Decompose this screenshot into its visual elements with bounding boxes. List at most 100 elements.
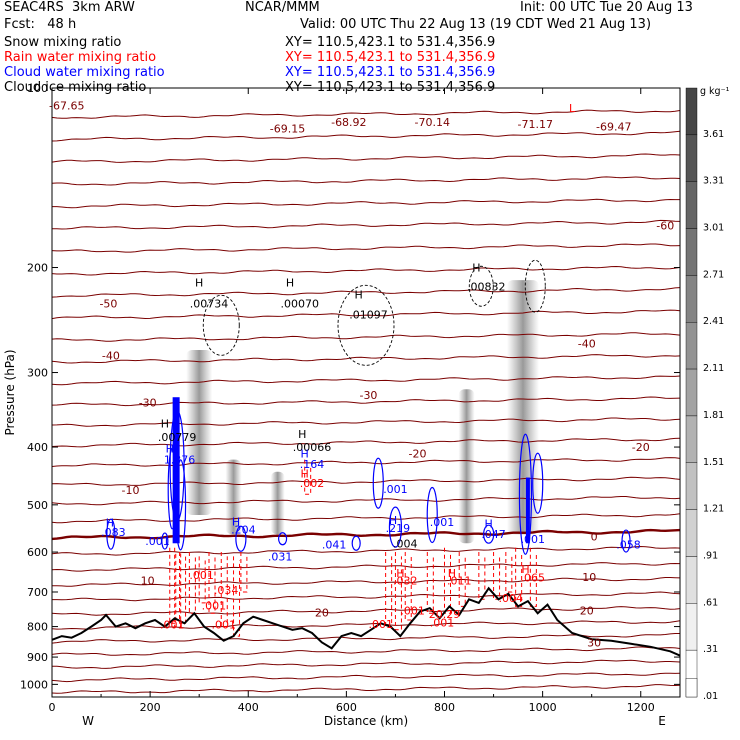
isotherm (52, 606, 680, 616)
colorbar-swatch (685, 368, 698, 417)
rain-contour (188, 552, 196, 614)
x-tick-label: 1200 (627, 701, 655, 714)
rain-label: .001 (430, 617, 455, 630)
temperature-label: 30 (587, 636, 601, 649)
cloud-water-label: .001 (383, 483, 408, 496)
y-tick-label: 900 (27, 651, 48, 664)
snow-label: .00734 (190, 298, 229, 311)
forecast-hour: Fcst: 48 h (4, 17, 77, 32)
temperature-label: -30 (139, 397, 157, 410)
cloud-water-label: .219 (386, 522, 411, 535)
snow-label: .004 (393, 537, 418, 550)
cloud-water-contour (277, 532, 288, 546)
rain-label: .002 (300, 477, 325, 490)
colorbar-label: 3.31 (703, 176, 724, 187)
rain-contour (493, 552, 501, 600)
extremum-mark: L (569, 102, 576, 115)
terrain-profile (52, 586, 680, 657)
colorbar-swatch (685, 275, 698, 323)
x-tick-label: 800 (434, 701, 455, 714)
isotherm (52, 437, 680, 448)
cloud-ice-contour (337, 284, 395, 366)
zero-isotherm (52, 528, 680, 541)
rain-contour (385, 552, 393, 628)
isotherm (52, 219, 680, 230)
isotherm (52, 672, 680, 683)
extremum-mark: H (166, 442, 174, 455)
rain-label: .034 (214, 584, 239, 597)
isotherm (52, 620, 680, 630)
rain-label: .004 (498, 592, 523, 605)
extremum-mark: H (286, 277, 294, 290)
colorbar-label: 3.01 (703, 223, 724, 234)
field-xy-rain: XY= 110.5,423.1 to 531.4,356.9 (285, 50, 496, 65)
isotherm (52, 659, 680, 669)
extremum-mark: H (521, 563, 529, 576)
snow-shading-column (186, 350, 213, 515)
extremum-mark: H (389, 514, 397, 527)
x-tick-label: 1000 (529, 701, 557, 714)
init-time: Init: 00 UTC Tue 20 Aug 13 (520, 0, 693, 15)
x-tick-label: 400 (238, 701, 259, 714)
temperature-label: -40 (578, 337, 596, 350)
isotherm (52, 375, 680, 386)
extremum-mark: H (448, 567, 456, 580)
rain-label: .011 (447, 575, 472, 588)
rain-label: 20.29 (429, 608, 461, 621)
contour-labels: -67.65 -69.15 -68.92 -70.14 -71.17 -69.47 -60 -… (49, 100, 674, 650)
cloud-water-contour (518, 433, 533, 555)
cloud-ice-contour (202, 294, 240, 356)
snow-shading-column (225, 459, 242, 535)
colorbar-swatch (685, 322, 698, 370)
colorbar-swatch (685, 603, 698, 651)
plot-frame (51, 87, 681, 698)
rain-contour (404, 552, 412, 621)
temperature-label: 20 (580, 605, 594, 618)
temperature-label: -69.47 (596, 120, 631, 133)
x-axis-label: Distance (km) (324, 714, 408, 728)
cloud-water-core (525, 477, 530, 544)
colorbar-swatch (685, 462, 698, 510)
y-tick-label: 400 (27, 441, 48, 454)
rain-label: .001 (189, 569, 214, 582)
rain-label: .001 (368, 618, 393, 631)
cloud-water-label: 1.376 (164, 454, 196, 467)
rain-contour (505, 552, 513, 593)
colorbar-swatch (685, 415, 698, 463)
endpoint-right-label: E (658, 714, 666, 728)
rain-contour (458, 552, 466, 607)
isotherm (52, 153, 680, 163)
snow-label: .00779 (158, 431, 197, 444)
cloud-water-contour (532, 452, 544, 514)
isotherm (52, 591, 680, 602)
temperature-label: 20 (315, 607, 329, 620)
isotherm (52, 646, 680, 656)
field-name-rain: Rain water mixing ratio (4, 50, 157, 65)
colorbar-swatch (685, 556, 698, 604)
snow-label: .00066 (293, 441, 332, 454)
y-tick-label: 700 (27, 586, 48, 599)
extremum-mark: H (195, 277, 203, 290)
rain-contour (529, 547, 537, 607)
isotherm (52, 287, 680, 298)
temperature-label: -10 (122, 484, 140, 497)
valid-time: Valid: 00 UTC Thu 22 Aug 13 (19 CDT Wed … (300, 17, 652, 32)
field-xy-snow: XY= 110.5,423.1 to 531.4,356.9 (285, 35, 496, 50)
colorbar-label: 3.61 (703, 129, 724, 140)
colorbar-label: 2.11 (703, 363, 724, 374)
isotherm (52, 243, 680, 253)
model-title: SEAC4RS 3km ARW (4, 0, 135, 15)
isotherm (52, 476, 680, 486)
cloud-water-label: .083 (101, 526, 126, 539)
y-tick-label: 600 (27, 546, 48, 559)
field-name-cloud-water: Cloud water mixing ratio (4, 65, 165, 80)
rain-contour (169, 547, 177, 624)
temperature-label: -69.15 (270, 123, 305, 136)
rain-contour (198, 556, 206, 604)
cloud-water-label: .047 (481, 528, 506, 541)
rain-contour (179, 552, 187, 624)
colorbar-label: .91 (703, 550, 718, 561)
colorbar-label: 2.41 (703, 316, 724, 327)
